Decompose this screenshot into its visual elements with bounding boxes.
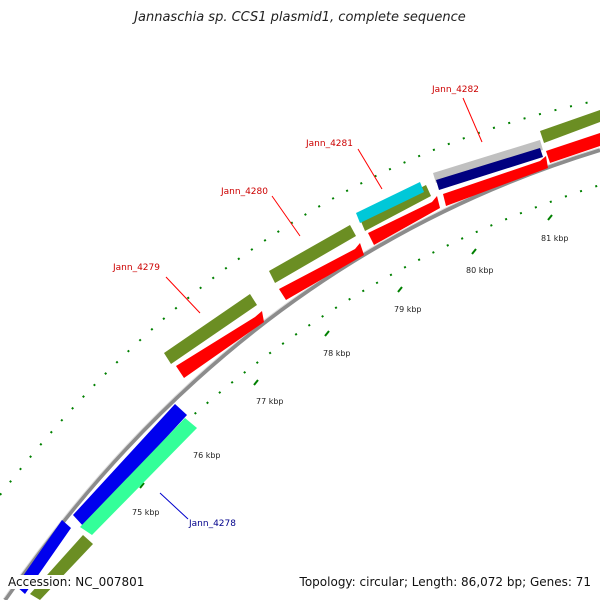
gene-feature-blue-main[interactable]: [73, 404, 187, 527]
gene-feature-olive-2[interactable]: [269, 225, 356, 283]
gene-feature-red-4[interactable]: [443, 156, 548, 206]
gene-labels: Jann_4278 Jann_4279 Jann_4280 Jann_4281 …: [112, 85, 479, 529]
gene-feature-navy[interactable]: [436, 148, 543, 190]
gene-label: Jann_4279: [112, 263, 160, 273]
gene-label: Jann_4280: [220, 187, 268, 197]
kbp-label: 80 kbp: [466, 266, 494, 275]
gene-feature-olive-4[interactable]: [540, 110, 600, 143]
kbp-label: 77 kbp: [256, 397, 284, 406]
gene-feature-cyan[interactable]: [356, 182, 424, 223]
kbp-label: 78 kbp: [323, 349, 351, 358]
map-title: Jannaschia sp. CCS1 plasmid1, complete s…: [134, 10, 466, 25]
kbp-label: 81 kbp: [541, 234, 569, 243]
backbone-circle: [3, 148, 600, 600]
accession-label: Accession: NC_007801: [8, 575, 147, 589]
gene-feature-red-2[interactable]: [279, 243, 364, 300]
kbp-label: 76 kbp: [193, 451, 221, 460]
kbp-labels: 75 kbp 76 kbp 77 kbp 78 kbp 79 kbp 80 kb…: [132, 234, 569, 517]
gene-label: Jann_4282: [431, 85, 479, 95]
gene-feature-olive-1[interactable]: [164, 294, 257, 364]
gene-feature-red-3[interactable]: [368, 196, 440, 245]
kbp-label: 75 kbp: [132, 508, 160, 517]
gene-feature-red-5[interactable]: [546, 133, 600, 163]
gene-feature-red-1[interactable]: [176, 311, 264, 378]
kbp-label: 79 kbp: [394, 305, 422, 314]
gene-label: Jann_4278: [188, 519, 236, 529]
gene-label: Jann_4281: [305, 139, 353, 149]
topology-summary: Topology: circular; Length: 86,072 bp; G…: [297, 575, 591, 589]
gene-feature-silver[interactable]: [433, 140, 543, 183]
gene-feature-aqua[interactable]: [80, 418, 197, 535]
callout-lines: [159, 97, 483, 520]
